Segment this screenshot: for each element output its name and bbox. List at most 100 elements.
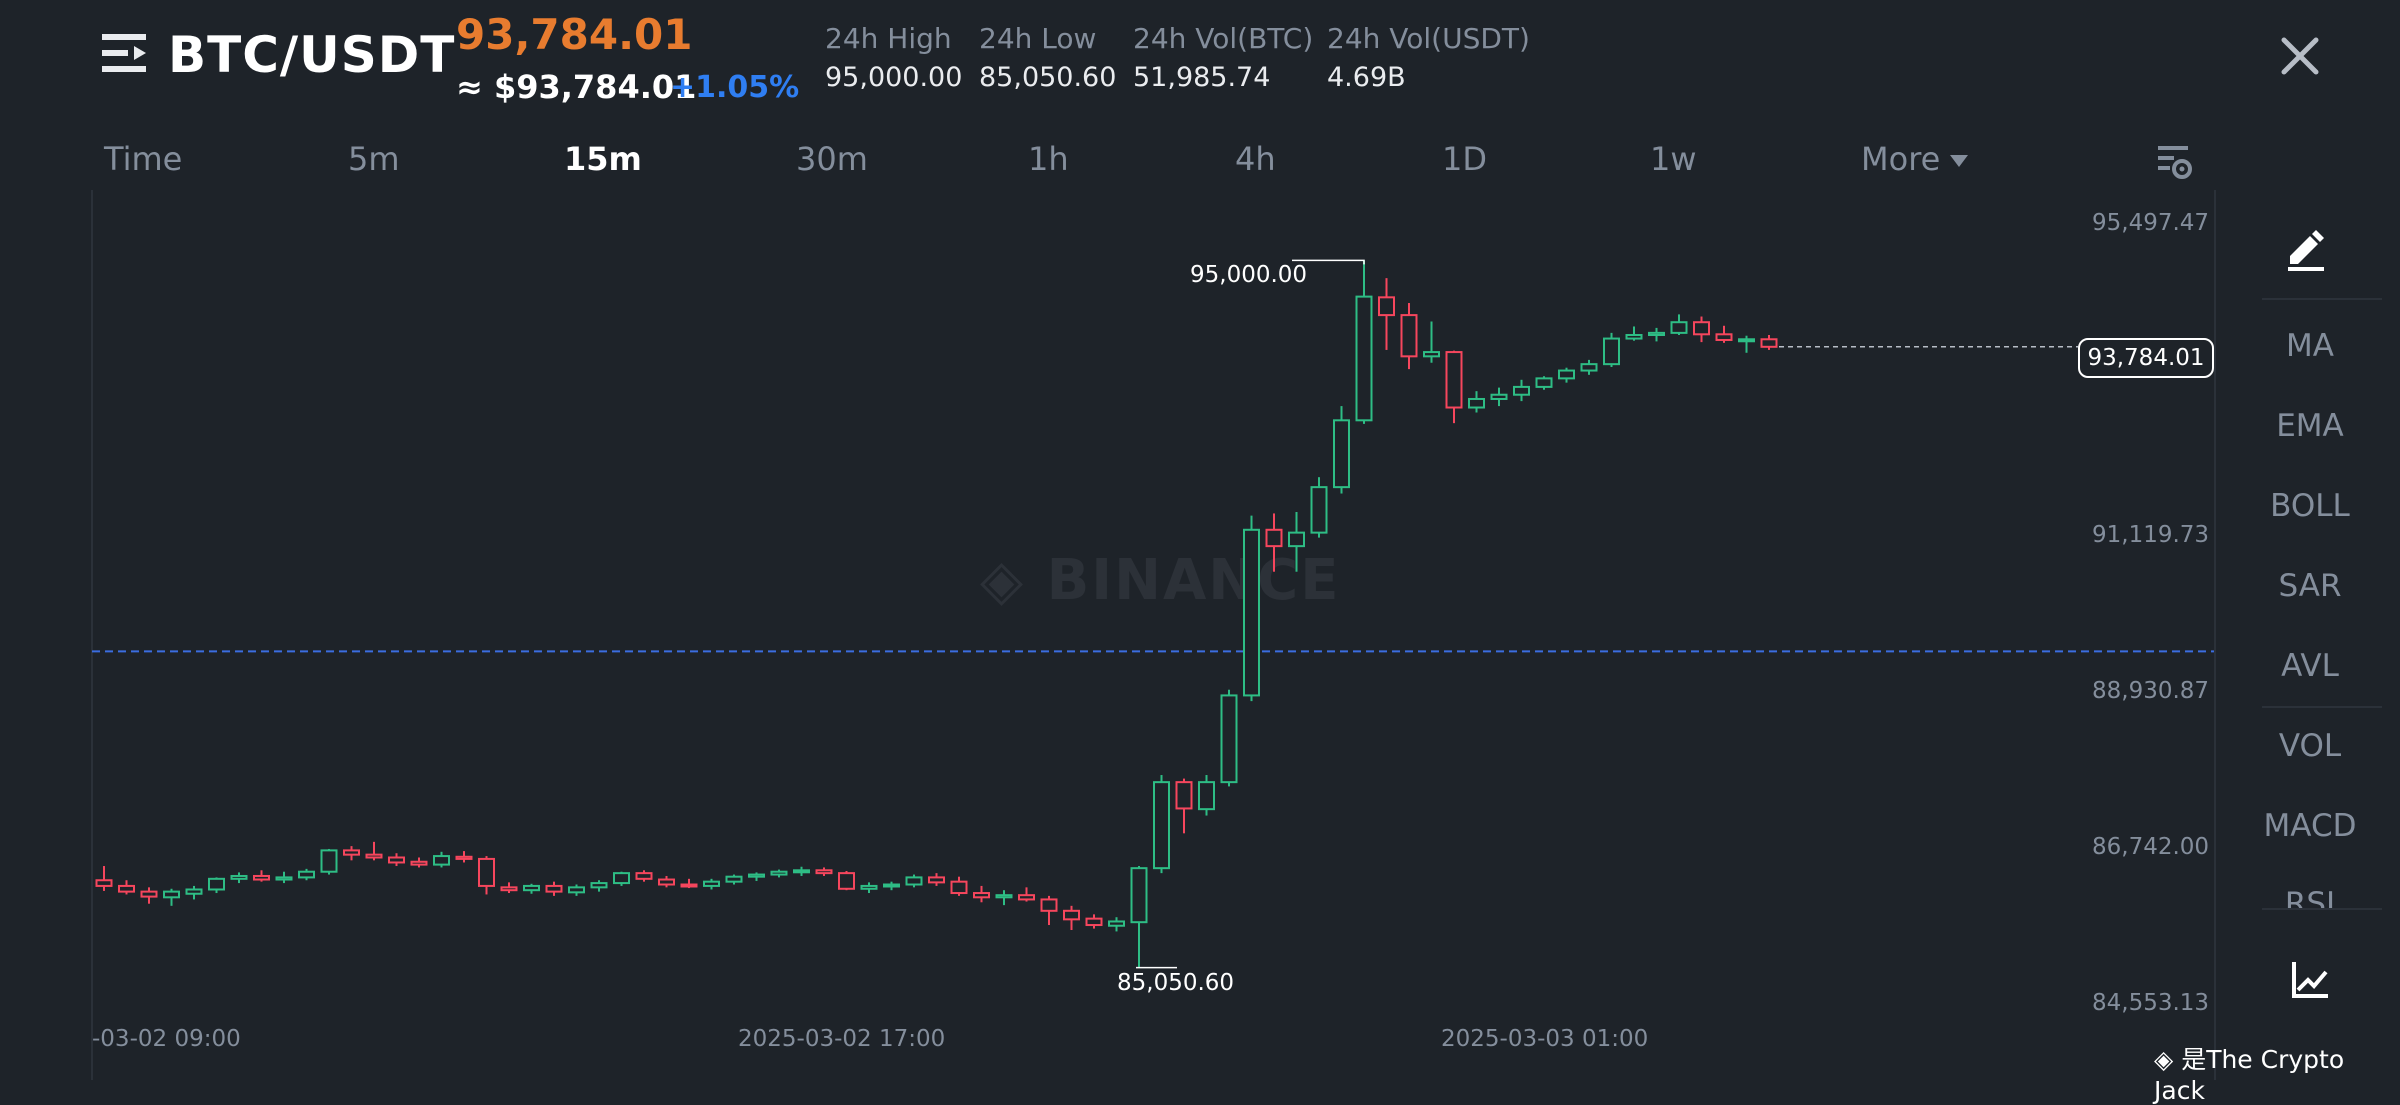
candle-body xyxy=(523,884,540,892)
candle-body xyxy=(185,888,203,895)
tab-time[interactable]: Time xyxy=(104,140,183,178)
low-marker-label: 85,050.60 xyxy=(1117,970,1235,996)
last-price: 93,784.01 xyxy=(456,10,693,59)
candle xyxy=(478,856,495,895)
stat-value-24h-vol-usdt: 4.69B xyxy=(1327,62,1406,93)
x-axis-label: 2025-03-03 01:00 xyxy=(1441,1026,1649,1052)
candle-body xyxy=(1310,486,1328,534)
candle-body xyxy=(545,884,563,893)
candle xyxy=(455,851,473,863)
candle xyxy=(118,880,135,895)
candle-body xyxy=(1603,337,1620,366)
candle-body xyxy=(1288,531,1305,548)
candle xyxy=(343,846,360,861)
close-icon[interactable] xyxy=(2278,34,2322,78)
candle-body xyxy=(1175,781,1193,810)
candle-body xyxy=(433,855,450,866)
credit-text: ◈ 是The Crypto Jack xyxy=(2154,1040,2400,1105)
stat-label-24h-vol-usdt: 24h Vol(USDT) xyxy=(1327,22,1530,55)
candle-body xyxy=(163,890,180,899)
candle xyxy=(1423,321,1440,363)
candle xyxy=(703,878,720,890)
candle-body xyxy=(1108,920,1125,927)
candle xyxy=(1175,778,1193,834)
candle xyxy=(928,873,945,886)
high-leader-line xyxy=(1292,259,1365,265)
pair-title[interactable]: BTC/USDT xyxy=(168,26,456,84)
indicator-macd[interactable]: MACD xyxy=(2263,808,2357,844)
candle-body xyxy=(1265,528,1283,548)
candle-body xyxy=(478,857,495,887)
candle-body xyxy=(95,879,113,887)
tab-4h[interactable]: 4h xyxy=(1235,140,1276,178)
indicator-avl[interactable]: AVL xyxy=(2281,648,2339,684)
tab-1w[interactable]: 1w xyxy=(1650,140,1697,178)
candle-body xyxy=(388,856,405,864)
candle-body xyxy=(1243,528,1260,697)
candle-body xyxy=(703,880,720,887)
draw-pencil-icon[interactable] xyxy=(2286,226,2326,272)
tab-15m[interactable]: 15m xyxy=(564,140,642,178)
tab-30m[interactable]: 30m xyxy=(796,140,868,178)
indicator-sar[interactable]: SAR xyxy=(2278,568,2342,604)
candle xyxy=(1625,326,1643,341)
candle-body xyxy=(1130,867,1148,924)
candle xyxy=(1715,325,1733,343)
candle-body xyxy=(1468,397,1485,409)
candle-body xyxy=(725,875,743,883)
chart-trend-icon[interactable] xyxy=(2290,960,2330,1000)
candle xyxy=(1513,379,1530,402)
candle xyxy=(410,857,428,868)
candle-body xyxy=(208,877,225,891)
menu-icon[interactable] xyxy=(100,30,150,80)
candle-body xyxy=(1648,331,1665,337)
chart-settings-icon[interactable] xyxy=(2154,142,2194,182)
candle xyxy=(1198,775,1215,816)
candle xyxy=(1490,387,1508,407)
candle xyxy=(365,841,383,861)
candle xyxy=(95,866,113,891)
candle xyxy=(590,880,608,892)
candle-body xyxy=(1558,369,1575,380)
candle xyxy=(1288,512,1305,572)
candle xyxy=(140,887,158,904)
candle-body xyxy=(1198,781,1215,811)
watermark-logo: ◈ BINANCE xyxy=(980,548,1341,613)
indicator-ma[interactable]: MA xyxy=(2286,328,2334,364)
candle xyxy=(1445,350,1463,424)
candle-body xyxy=(905,876,923,886)
candle xyxy=(770,869,788,878)
tab-more-label: More xyxy=(1861,140,1941,178)
credit-label: 是The Crypto Jack xyxy=(2154,1045,2345,1105)
candle xyxy=(1670,314,1688,336)
candle xyxy=(1243,515,1260,702)
candle xyxy=(275,871,293,884)
indicator-rsi[interactable]: RSI xyxy=(2284,886,2336,908)
tab-more[interactable]: More xyxy=(1861,140,1969,178)
candle xyxy=(1265,513,1283,572)
indicator-vol[interactable]: VOL xyxy=(2278,728,2342,764)
tab-1h[interactable]: 1h xyxy=(1028,140,1069,178)
tab-1d[interactable]: 1D xyxy=(1442,140,1487,178)
candle xyxy=(973,885,990,903)
y-axis-label: 86,742.00 xyxy=(2092,834,2210,860)
candle-body xyxy=(995,894,1013,899)
candle xyxy=(905,874,923,888)
candle xyxy=(815,867,833,876)
credit-logo-icon: ◈ xyxy=(2154,1045,2182,1074)
candle xyxy=(523,883,540,894)
indicator-rsi-clip: RSI xyxy=(2220,880,2400,908)
candle xyxy=(995,890,1013,906)
candle xyxy=(1558,367,1575,383)
tab-5m[interactable]: 5m xyxy=(348,140,400,178)
indicator-ema[interactable]: EMA xyxy=(2276,408,2344,444)
candle-body xyxy=(568,886,585,894)
candlestick-chart[interactable] xyxy=(0,190,2220,1080)
candle-body xyxy=(1153,781,1170,870)
candle xyxy=(500,882,518,894)
indicator-boll[interactable]: BOLL xyxy=(2270,488,2350,524)
candle xyxy=(1693,316,1710,343)
candle-body xyxy=(1423,351,1440,358)
candle-body xyxy=(1738,338,1755,343)
candle xyxy=(1085,914,1103,929)
